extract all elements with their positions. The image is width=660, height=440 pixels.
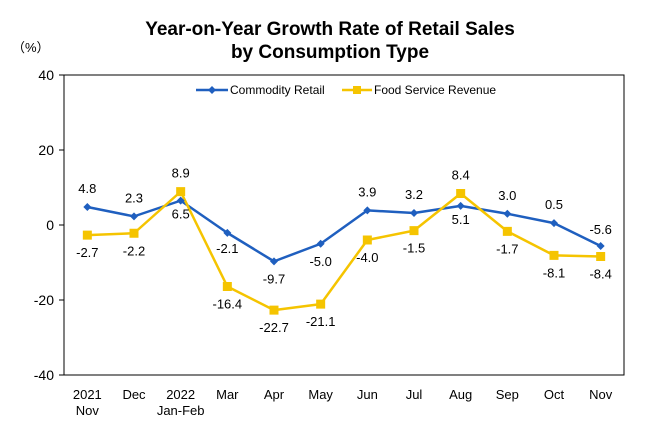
data-point-food-service [409,226,419,236]
data-label-food-service: -4.0 [356,250,378,265]
data-point-commodity-retail [83,203,92,211]
data-label-food-service: -8.4 [589,267,611,282]
x-tick-label: Nov [589,387,613,402]
data-label-commodity-retail: 3.2 [405,187,423,202]
legend-marker-diamond [208,86,216,94]
data-point-food-service [596,252,606,261]
x-tick-label: Mar [216,387,239,402]
x-tick-label: Nov [76,403,100,418]
data-label-commodity-retail: 4.8 [78,181,96,196]
data-point-commodity-retail [316,239,325,248]
data-point-commodity-retail [223,228,232,237]
chart-title-line2: by Consumption Type [230,42,430,63]
legend-label: Commodity Retail [230,83,325,97]
data-point-commodity-retail [130,212,138,221]
data-point-food-service [362,235,372,245]
x-tick-label: Jul [406,387,423,402]
x-tick-label: Jun [357,387,378,402]
data-point-food-service [456,189,466,198]
series-line-food-service [87,190,601,312]
data-label-food-service: -21.1 [306,314,336,329]
legend-label: Food Service Revenue [374,83,496,97]
y-tick-label: 40 [38,67,54,83]
x-tick-label: Aug [449,387,472,402]
series-group [82,187,606,315]
y-tick-label: 0 [46,217,54,233]
data-label-food-service: -8.1 [543,265,565,280]
x-tick-label: 2021 [73,387,102,402]
x-tick-label: Dec [122,387,146,402]
x-tick-label: Sep [496,387,519,402]
x-tick-label: Apr [264,387,285,402]
y-axis-unit-label: （%） [12,40,50,55]
data-point-commodity-retail [550,219,558,228]
data-point-commodity-retail [363,206,372,215]
y-tick-label: -40 [34,367,54,383]
data-point-food-service [549,250,559,260]
data-label-commodity-retail: 6.5 [172,207,190,222]
data-point-commodity-retail [270,257,278,266]
legend: Commodity Retail Food Service Revenue [196,83,496,97]
data-label-commodity-retail: 0.5 [545,197,563,212]
data-label-food-service: -16.4 [213,297,243,312]
data-label-food-service: -2.7 [76,245,98,260]
plot-area [63,74,625,376]
data-point-food-service [176,187,186,197]
data-label-commodity-retail: 2.3 [125,190,143,205]
data-point-food-service [316,299,326,309]
data-label-food-service: 8.4 [452,168,470,183]
data-point-food-service [269,305,279,315]
data-label-food-service: -1.5 [403,241,425,256]
data-point-food-service [129,228,139,238]
data-label-food-service: -2.2 [123,243,145,258]
chart-title-line1: Year-on-Year Growth Rate of Retail Sales [145,19,515,40]
x-tick-label: 2022 [166,387,195,402]
data-point-commodity-retail [176,196,185,205]
series-line-commodity-retail [87,199,602,263]
data-label-food-service: -22.7 [259,320,289,335]
x-tick-label: Oct [544,387,565,402]
data-label-commodity-retail: 3.9 [358,184,376,199]
y-axis: 40 20 0 -20 -40 [34,67,64,383]
chart-title: Year-on-Year Growth Rate of Retail Sales… [0,18,660,64]
data-point-commodity-retail [410,209,418,217]
data-label-commodity-retail: -9.7 [263,271,285,286]
data-point-commodity-retail [456,201,465,210]
data-point-food-service [502,226,512,236]
data-label-commodity-retail: -5.0 [309,254,331,269]
data-label-commodity-retail: 5.1 [452,212,470,227]
x-tick-label: May [308,387,333,402]
y-tick-label: -20 [34,292,54,308]
data-label-food-service: -1.7 [496,241,518,256]
x-tick-label: Jan-Feb [157,403,205,418]
data-label-commodity-retail: 3.0 [498,188,516,203]
data-point-food-service [82,230,92,240]
data-labels: 4.8 2.3 6.5 -2.1 -9.7 -5.0 3.9 3.2 5.1 3.0 0.5 -5.6… [76,166,612,336]
data-label-commodity-retail: -5.6 [589,222,611,237]
legend-marker-square [353,86,361,94]
y-tick-label: 20 [38,142,54,158]
data-point-commodity-retail [503,209,512,218]
data-label-commodity-retail: -2.1 [216,241,238,256]
data-point-commodity-retail [596,242,605,250]
data-point-food-service [222,282,232,291]
data-label-food-service: 8.9 [172,166,190,181]
